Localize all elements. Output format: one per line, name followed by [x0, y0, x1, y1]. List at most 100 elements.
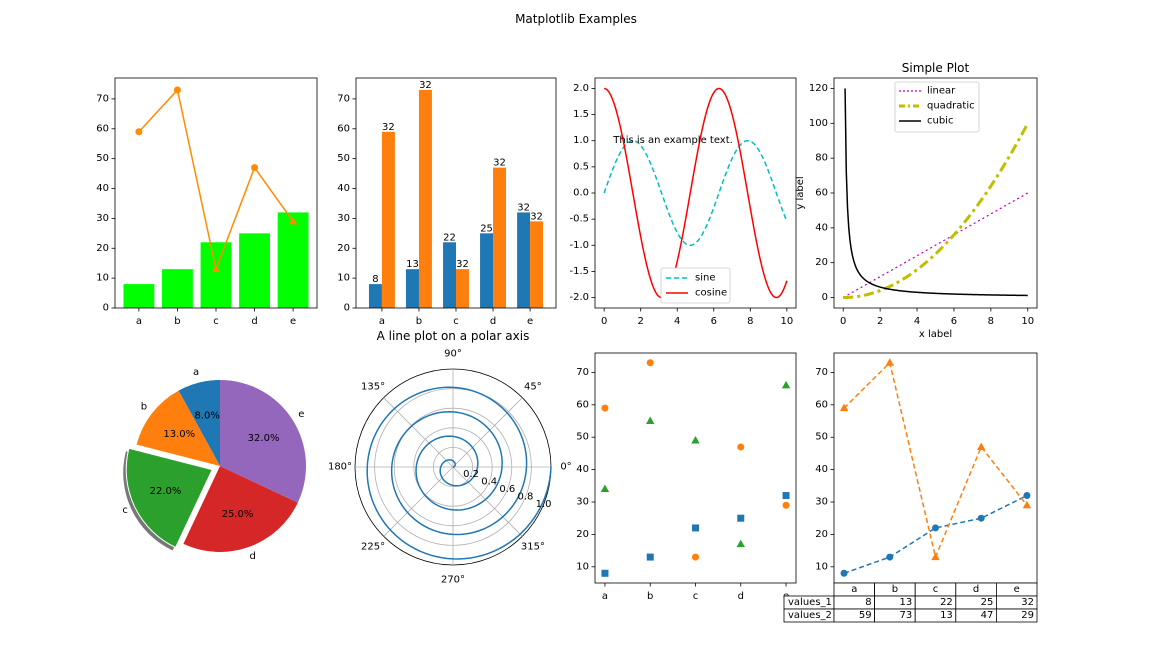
y-tick-label: 20 — [337, 243, 350, 254]
pie-pct-label: 32.0% — [248, 433, 280, 444]
series-line — [844, 88, 1028, 297]
point-marker — [1023, 492, 1031, 500]
scatter-point — [737, 443, 745, 451]
y-tick-label: 40 — [337, 183, 350, 194]
table-header-label: d — [973, 584, 979, 595]
bar — [530, 221, 544, 308]
legend-label: linear — [927, 86, 956, 97]
pie-slice — [178, 380, 220, 466]
pie-label: e — [298, 409, 304, 420]
y-tick-label: 60 — [337, 123, 350, 134]
polar-angle-label: 0° — [560, 462, 571, 473]
x-tick-label: a — [136, 316, 142, 327]
y-tick-label: 30 — [96, 213, 109, 224]
scatter-point — [782, 501, 790, 509]
y-tick-label: 2.0 — [573, 83, 589, 94]
bar — [406, 269, 419, 308]
polar-grid-spoke — [383, 466, 454, 537]
table-header-label: a — [851, 584, 857, 595]
polar-radius-label: 0.6 — [499, 484, 515, 495]
y-tick-label: 30 — [337, 213, 350, 224]
x-tick-label: 8 — [988, 316, 994, 327]
y-tick-label: 70 — [815, 367, 828, 378]
pie-slice — [125, 447, 213, 549]
y-tick-label: 20 — [815, 257, 828, 268]
series-line — [842, 192, 1029, 299]
polar-radius-label: 0.2 — [463, 469, 479, 480]
table-cell-value: 25 — [981, 597, 994, 608]
bar — [239, 233, 270, 308]
pie-pct-label: 25.0% — [222, 509, 254, 520]
y-tick-label: 10 — [96, 273, 109, 284]
polar-angle-label: 90° — [444, 349, 462, 360]
polar-grid-spoke — [383, 397, 454, 468]
bar — [456, 269, 469, 308]
scatter-point — [736, 539, 745, 548]
scatter-point — [646, 553, 654, 561]
x-tick-label: 4 — [674, 316, 680, 327]
table-cell-value: 47 — [981, 610, 994, 621]
y-tick-label: 70 — [576, 367, 589, 378]
x-tick-label: 10 — [780, 316, 793, 327]
polar-angle-label: 45° — [524, 382, 542, 393]
point-marker — [977, 514, 985, 522]
y-tick-label: -1.5 — [569, 266, 589, 277]
bar-value-label: 32 — [456, 259, 469, 270]
polar-angle-label: 270° — [441, 575, 465, 586]
figure-title: Matplotlib Examples — [515, 12, 637, 26]
scatter-point — [737, 514, 745, 522]
series-line — [843, 122, 1030, 300]
y-tick-label: 120 — [809, 83, 828, 94]
x-tick-label: e — [527, 316, 533, 327]
polar-grid-spoke — [452, 397, 523, 468]
x-tick-label: b — [174, 316, 180, 327]
plot-frame — [594, 352, 797, 584]
scatter-point — [646, 359, 654, 367]
x-tick-label: d — [251, 316, 257, 327]
y-tick-label: 70 — [337, 93, 350, 104]
point-marker — [886, 553, 894, 561]
legend-label: quadratic — [927, 101, 975, 112]
series-line — [603, 139, 788, 247]
legend-box — [894, 81, 980, 133]
y-tick-label: 30 — [815, 497, 828, 508]
y-tick-label: 60 — [815, 188, 828, 199]
bar — [277, 212, 309, 308]
bar — [123, 284, 155, 308]
table-header-label: b — [892, 584, 898, 595]
bar — [200, 242, 232, 308]
y-tick-label: 0 — [822, 292, 828, 303]
polar-angle-label: 135° — [361, 382, 385, 393]
pie-label: c — [122, 505, 128, 516]
bar-value-label: 25 — [480, 223, 493, 234]
scatter-point — [782, 492, 790, 500]
y-tick-label: 50 — [337, 153, 350, 164]
bar — [480, 233, 494, 308]
pie-label: d — [249, 551, 255, 562]
point-marker — [839, 403, 849, 412]
polar-radius-label: 0.4 — [481, 477, 497, 488]
point-marker — [211, 264, 221, 273]
polar-angle-label: 180° — [328, 462, 352, 473]
y-tick-label: -1.0 — [569, 240, 589, 251]
y-tick-label: 0.0 — [573, 188, 589, 199]
y-tick-label: 0 — [103, 303, 109, 314]
plot-title: A line plot on a polar axis — [377, 329, 530, 343]
x-tick-label: c — [213, 316, 219, 327]
x-tick-label: 0 — [840, 316, 846, 327]
point-marker — [288, 216, 298, 225]
y-tick-label: 40 — [576, 464, 589, 475]
x-tick-label: 0 — [601, 316, 607, 327]
bar — [517, 212, 531, 308]
table-cell-value: 32 — [1021, 597, 1034, 608]
table-row-label: values_2 — [788, 610, 832, 621]
table-cell-value: 73 — [899, 610, 912, 621]
pie-pct-label: 13.0% — [163, 429, 195, 440]
pie-pct-label: 8.0% — [194, 411, 219, 422]
legend-label: sine — [695, 273, 715, 284]
scatter-point — [691, 435, 700, 444]
scatter-point — [692, 553, 699, 561]
x-tick-label: c — [693, 591, 699, 602]
table-cell-value: 59 — [859, 610, 872, 621]
x-tick-label: d — [738, 591, 744, 602]
